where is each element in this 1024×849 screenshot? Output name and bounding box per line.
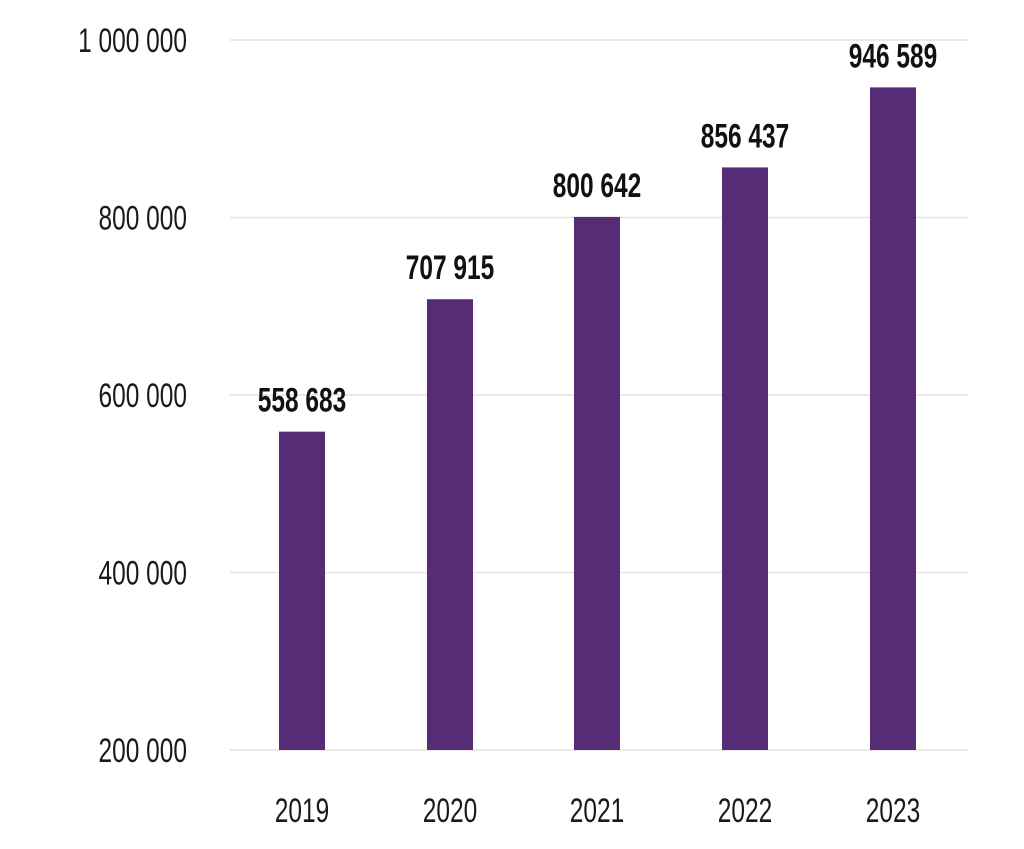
y-tick-label: 200 000 (99, 732, 187, 770)
x-tick-label: 2023 (866, 792, 920, 830)
y-axis-ticks: 200 000 400 000 600 000 800 000 1 000 000 (78, 22, 187, 770)
y-tick-label: 800 000 (99, 200, 187, 238)
data-label: 946 589 (849, 38, 937, 76)
data-label: 558 683 (258, 382, 346, 420)
data-label: 800 642 (553, 167, 641, 205)
bars (279, 87, 916, 750)
data-label: 856 437 (701, 118, 789, 156)
x-axis-ticks: 2019 2020 2021 2022 2023 (275, 792, 920, 830)
bar-2023 (870, 87, 916, 750)
x-tick-label: 2021 (570, 792, 624, 830)
bar-2019 (279, 431, 325, 750)
y-tick-label: 400 000 (99, 555, 187, 593)
x-tick-label: 2022 (718, 792, 772, 830)
data-labels: 558 683 707 915 800 642 856 437 946 589 (258, 38, 937, 420)
bar-2020 (427, 299, 473, 750)
x-tick-label: 2019 (275, 792, 329, 830)
data-label: 707 915 (406, 249, 494, 287)
x-tick-label: 2020 (423, 792, 477, 830)
bar-2021 (574, 216, 620, 750)
y-tick-label: 1 000 000 (78, 22, 187, 60)
bar-2022 (722, 167, 768, 750)
y-tick-label: 600 000 (99, 377, 187, 415)
